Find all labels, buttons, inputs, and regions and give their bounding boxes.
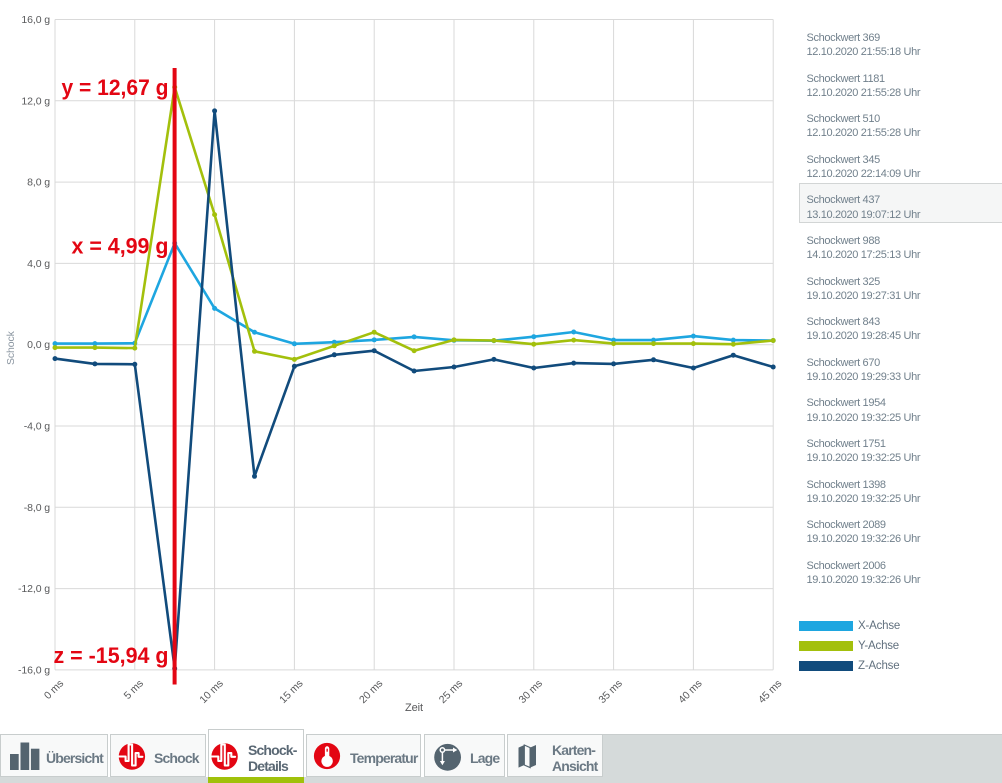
svg-text:-12,0 g: -12,0 g [18,583,50,595]
svg-text:0,0 g: 0,0 g [27,339,50,351]
svg-text:8,0 g: 8,0 g [27,177,50,189]
svg-text:12,0 g: 12,0 g [21,95,50,107]
svg-text:25 ms: 25 ms [437,678,465,706]
svg-text:30 ms: 30 ms [517,678,545,706]
svg-text:y = 12,67 g: y = 12,67 g [62,75,169,100]
svg-text:5 ms: 5 ms [122,678,146,702]
svg-text:0 ms: 0 ms [42,678,66,702]
svg-text:-8,0 g: -8,0 g [24,502,51,514]
svg-text:-16,0 g: -16,0 g [18,664,50,676]
svg-text:z = -15,94 g: z = -15,94 g [54,643,169,668]
svg-text:Schock: Schock [5,330,17,365]
svg-text:16,0 g: 16,0 g [21,14,50,26]
svg-text:40 ms: 40 ms [676,678,704,706]
svg-text:4,0 g: 4,0 g [27,258,50,270]
svg-text:35 ms: 35 ms [596,678,624,706]
svg-text:15 ms: 15 ms [277,678,305,706]
svg-text:45 ms: 45 ms [756,678,784,706]
svg-text:10 ms: 10 ms [197,678,225,706]
svg-text:-4,0 g: -4,0 g [24,421,51,433]
svg-text:20 ms: 20 ms [357,678,385,706]
svg-text:Zeit: Zeit [405,702,423,714]
svg-text:x = 4,99 g: x = 4,99 g [72,234,169,259]
